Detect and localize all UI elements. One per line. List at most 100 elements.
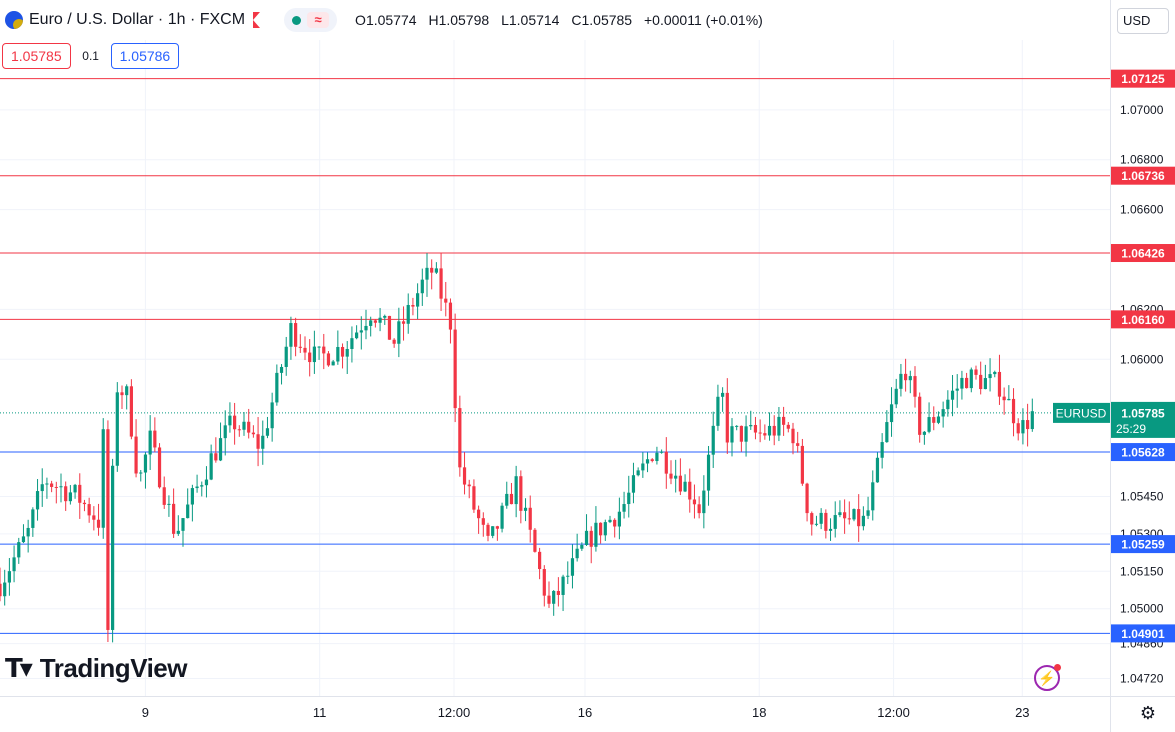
candle[interactable] xyxy=(68,485,72,505)
candle[interactable] xyxy=(857,494,861,542)
candle[interactable] xyxy=(139,470,143,482)
candle[interactable] xyxy=(233,402,237,445)
candle[interactable] xyxy=(401,306,406,341)
candle[interactable] xyxy=(552,590,556,616)
candle[interactable] xyxy=(974,365,978,380)
candle[interactable] xyxy=(650,458,654,463)
candle[interactable] xyxy=(786,422,790,433)
candle[interactable] xyxy=(660,449,664,454)
candle[interactable] xyxy=(284,336,288,376)
candle[interactable] xyxy=(223,410,227,456)
candle[interactable] xyxy=(157,443,162,489)
candle[interactable] xyxy=(472,479,476,513)
candle[interactable] xyxy=(17,537,21,564)
candle[interactable] xyxy=(692,484,697,519)
candle[interactable] xyxy=(946,390,950,417)
candle[interactable] xyxy=(434,262,438,275)
candle[interactable] xyxy=(153,417,157,453)
candle[interactable] xyxy=(462,452,467,495)
candle[interactable] xyxy=(111,458,115,643)
candle[interactable] xyxy=(566,561,570,585)
candle[interactable] xyxy=(7,558,11,596)
candle[interactable] xyxy=(772,415,776,446)
candle[interactable] xyxy=(54,481,58,504)
candle[interactable] xyxy=(317,346,321,360)
candle[interactable] xyxy=(96,503,101,536)
candle[interactable] xyxy=(416,283,420,320)
candle[interactable] xyxy=(932,406,936,431)
candle[interactable] xyxy=(350,326,354,363)
candle[interactable] xyxy=(3,569,7,606)
candle[interactable] xyxy=(810,511,814,536)
candle[interactable] xyxy=(237,425,241,437)
candle[interactable] xyxy=(1021,408,1025,445)
level-price-tag[interactable] xyxy=(1111,310,1175,329)
candle[interactable] xyxy=(101,418,105,539)
candle[interactable] xyxy=(904,358,908,392)
candle[interactable] xyxy=(735,425,739,431)
candle[interactable] xyxy=(702,475,706,529)
candle[interactable] xyxy=(744,415,748,457)
candle[interactable] xyxy=(528,495,532,543)
candle[interactable] xyxy=(275,364,279,406)
candle[interactable] xyxy=(214,437,218,463)
candle[interactable] xyxy=(87,497,91,523)
candle[interactable] xyxy=(575,533,579,562)
candle[interactable] xyxy=(218,422,223,462)
candle[interactable] xyxy=(82,499,87,512)
candle[interactable] xyxy=(824,509,828,539)
candle[interactable] xyxy=(411,297,415,316)
candle[interactable] xyxy=(387,315,392,340)
candle[interactable] xyxy=(64,481,68,511)
candle[interactable] xyxy=(265,416,270,439)
candle[interactable] xyxy=(1026,403,1030,447)
candle[interactable] xyxy=(922,430,926,445)
candle[interactable] xyxy=(936,411,941,425)
candle[interactable] xyxy=(749,410,753,430)
candle[interactable] xyxy=(852,508,856,522)
candle[interactable] xyxy=(669,460,673,485)
candle[interactable] xyxy=(340,343,345,369)
candle[interactable] xyxy=(655,446,659,465)
candle[interactable] xyxy=(448,298,453,344)
candle[interactable] xyxy=(143,452,148,489)
candle[interactable] xyxy=(894,378,898,409)
candle[interactable] xyxy=(430,259,434,290)
level-price-tag[interactable] xyxy=(1111,69,1175,88)
candle[interactable] xyxy=(777,406,781,442)
candle[interactable] xyxy=(547,581,551,608)
candle[interactable] xyxy=(599,522,603,544)
bolt-icon[interactable]: ⚡ xyxy=(1034,664,1061,691)
candle[interactable] xyxy=(631,462,636,504)
candle[interactable] xyxy=(1011,388,1016,437)
candle[interactable] xyxy=(444,281,448,317)
candle[interactable] xyxy=(312,330,316,374)
candle[interactable] xyxy=(167,495,171,517)
candle[interactable] xyxy=(486,522,490,542)
candle[interactable] xyxy=(899,363,903,397)
candle[interactable] xyxy=(209,444,213,481)
candle[interactable] xyxy=(458,395,462,477)
candle[interactable] xyxy=(533,528,537,553)
candle[interactable] xyxy=(697,496,701,519)
candle[interactable] xyxy=(308,339,312,377)
candle[interactable] xyxy=(50,480,54,493)
candle[interactable] xyxy=(641,452,645,478)
candle[interactable] xyxy=(12,545,16,583)
candle[interactable] xyxy=(439,252,443,312)
candle[interactable] xyxy=(613,518,617,538)
candle[interactable] xyxy=(885,410,889,443)
candle[interactable] xyxy=(326,351,331,367)
candle[interactable] xyxy=(969,367,973,393)
candle[interactable] xyxy=(453,313,457,423)
candle[interactable] xyxy=(26,519,30,553)
candle[interactable] xyxy=(392,338,396,348)
candle[interactable] xyxy=(955,374,959,408)
candle[interactable] xyxy=(519,470,523,524)
candle[interactable] xyxy=(871,470,875,521)
candle[interactable] xyxy=(425,253,429,297)
sell-price-button[interactable]: 1.05785 xyxy=(2,43,71,69)
candle[interactable] xyxy=(664,437,668,489)
candle[interactable] xyxy=(500,502,504,533)
